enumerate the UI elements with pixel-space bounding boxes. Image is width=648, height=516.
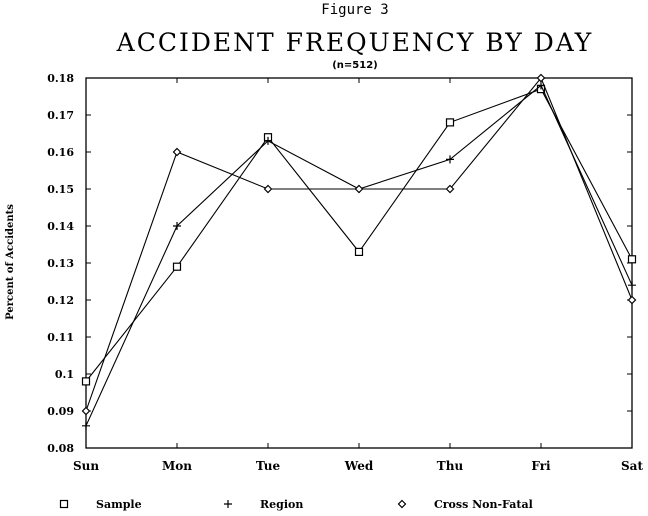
y-axis: 0.08 0.09 0.1 0.11 0.12 0.13 0.14 0.15 0.16 0.17 0… <box>47 72 632 455</box>
y-tick-label: 0.08 <box>47 442 74 455</box>
y-tick-label: 0.15 <box>47 183 74 196</box>
data-point-plus <box>82 421 90 430</box>
data-point-diamond <box>354 184 364 194</box>
y-axis-label: Percent of Accidents <box>5 204 16 320</box>
y-tick-label: 0.1 <box>55 368 74 381</box>
data-point-square <box>627 255 637 264</box>
series-line <box>85 88 633 382</box>
x-tick-label: Sun <box>73 459 99 473</box>
y-tick-label: 0.18 <box>47 72 74 85</box>
data-point-diamond <box>172 147 182 157</box>
data-point-square <box>354 247 364 256</box>
data-point-square <box>81 377 91 386</box>
x-tick-label: Fri <box>531 459 551 473</box>
y-tick-label: 0.13 <box>47 257 74 270</box>
chart-subtitle: (n=512) <box>332 60 378 71</box>
x-tick-label: Wed <box>344 459 374 473</box>
x-tick-label: Tue <box>256 459 281 473</box>
plot-border <box>85 77 633 449</box>
y-tick-label: 0.14 <box>47 220 74 233</box>
data-point-square <box>445 118 455 127</box>
data-point-diamond <box>445 184 455 194</box>
plot-frame <box>85 77 633 449</box>
figure-label: Figure 3 <box>321 2 389 18</box>
data-point-diamond <box>536 73 546 83</box>
legend-label: Region <box>260 498 303 511</box>
x-tick-label: Thu <box>437 459 464 473</box>
data-point-square <box>172 262 182 271</box>
series-line <box>85 76 633 412</box>
data-point-diamond <box>627 295 637 305</box>
legend: Sample Region Cross Non-Fatal <box>59 498 533 511</box>
legend-label: Cross Non-Fatal <box>434 498 533 511</box>
data-point-plus <box>173 222 181 230</box>
data-point-plus <box>446 155 454 164</box>
data-point-square <box>59 499 69 509</box>
series-diamond <box>81 73 637 416</box>
y-tick-label: 0.17 <box>47 109 74 122</box>
y-tick-label: 0.11 <box>47 331 74 344</box>
data-point-plus <box>628 281 636 290</box>
x-tick-label: Sat <box>621 459 643 473</box>
x-tick-label: Mon <box>162 459 192 473</box>
series-group <box>81 73 637 430</box>
data-point-plus <box>224 500 232 508</box>
y-tick-label: 0.12 <box>47 294 74 307</box>
series-square <box>81 84 637 386</box>
data-point-diamond <box>81 406 91 416</box>
y-tick-label: 0.16 <box>47 146 74 159</box>
data-point-diamond <box>263 184 273 194</box>
y-tick-label: 0.09 <box>47 405 74 418</box>
data-point-diamond <box>397 499 407 509</box>
data-point-plus <box>264 136 272 145</box>
x-axis: Sun Mon Tue Wed Thu Fri Sat <box>73 78 643 473</box>
chart-title: ACCIDENT FREQUENCY BY DAY <box>116 28 594 57</box>
legend-label: Sample <box>96 498 142 511</box>
